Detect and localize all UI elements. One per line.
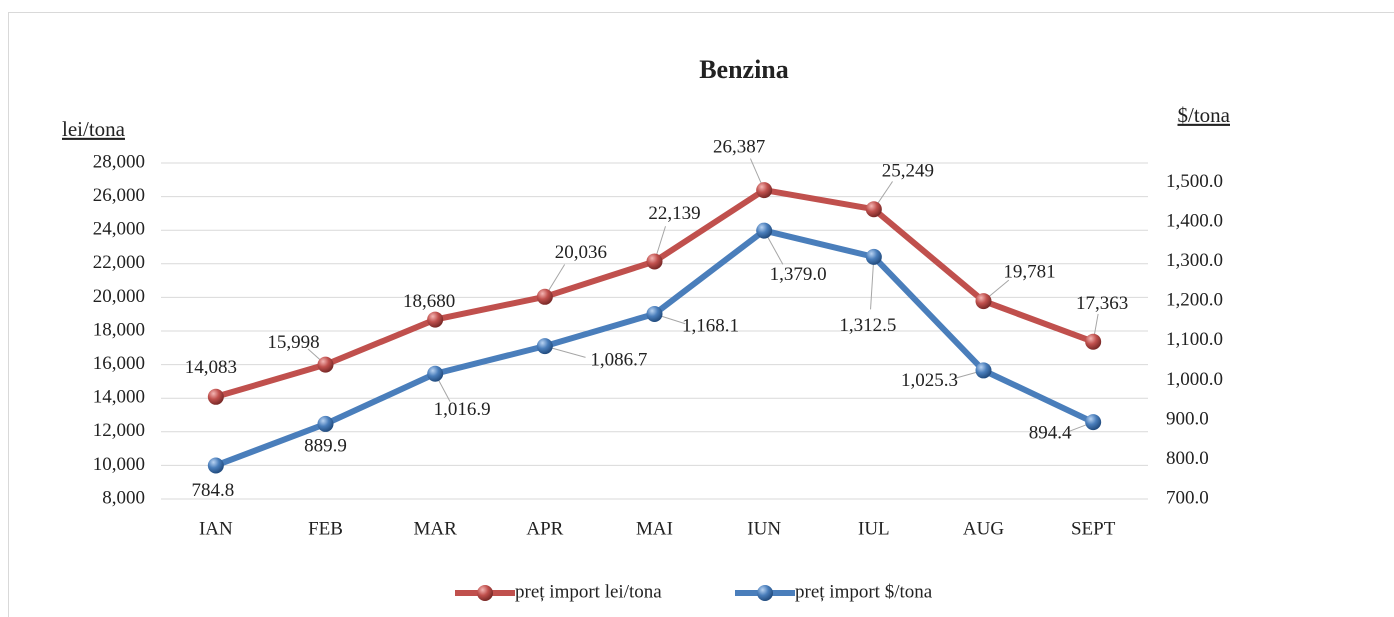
data-label: 784.8 <box>191 480 234 501</box>
marker <box>207 457 224 474</box>
marker <box>1085 414 1102 431</box>
y-tick-label: 22,000 <box>93 252 145 273</box>
marker <box>865 248 882 265</box>
marker <box>536 338 553 355</box>
data-label: 19,781 <box>1003 261 1055 282</box>
marker <box>317 415 334 432</box>
y2-tick-label: 1,400.0 <box>1166 211 1223 232</box>
y-axis-title: lei/tona <box>62 117 126 141</box>
chart-border <box>8 12 1394 617</box>
legend-label: preț import $/tona <box>795 581 933 602</box>
marker <box>427 365 444 382</box>
data-label: 1,379.0 <box>770 264 827 285</box>
y-tick-label: 12,000 <box>93 420 145 441</box>
y2-tick-label: 900.0 <box>1166 408 1209 429</box>
legend-marker <box>477 585 493 601</box>
data-label: 18,680 <box>403 291 455 312</box>
y-tick-label: 10,000 <box>93 454 145 475</box>
data-label: 20,036 <box>555 242 607 263</box>
marker <box>646 305 663 322</box>
data-label: 14,083 <box>185 357 237 378</box>
marker <box>427 311 444 328</box>
legend-label: preț import lei/tona <box>515 581 662 602</box>
marker <box>317 356 334 373</box>
y2-tick-label: 700.0 <box>1166 487 1209 508</box>
data-label: 22,139 <box>648 203 700 224</box>
marker <box>865 201 882 218</box>
y-tick-label: 20,000 <box>93 286 145 307</box>
data-label: 1,312.5 <box>839 315 896 336</box>
data-label: 26,387 <box>713 136 765 157</box>
data-label: 25,249 <box>882 161 934 182</box>
data-label: 1,086.7 <box>590 349 647 370</box>
marker <box>536 288 553 305</box>
y2-tick-label: 1,200.0 <box>1166 290 1223 311</box>
y2-tick-label: 1,500.0 <box>1166 171 1223 192</box>
y-tick-label: 24,000 <box>93 219 145 240</box>
x-tick-label: AUG <box>963 518 1004 539</box>
data-label: 889.9 <box>304 435 347 456</box>
marker <box>756 182 773 199</box>
x-tick-label: SEPT <box>1071 518 1116 539</box>
y-tick-label: 14,000 <box>93 387 145 408</box>
data-label: 17,363 <box>1076 293 1128 314</box>
x-tick-label: MAR <box>414 518 458 539</box>
leader-line <box>870 256 875 310</box>
y2-tick-label: 1,000.0 <box>1166 369 1223 390</box>
data-label: 1,016.9 <box>434 399 491 420</box>
marker <box>975 293 992 310</box>
y-tick-label: 8,000 <box>102 487 145 508</box>
x-tick-label: IAN <box>199 518 233 539</box>
chart-title: Benzina <box>699 55 789 84</box>
x-tick-label: MAI <box>636 518 673 539</box>
x-tick-label: IUN <box>747 518 781 539</box>
legend-marker <box>757 585 773 601</box>
y-tick-label: 18,000 <box>93 319 145 340</box>
y2-axis-title: $/tona <box>1178 103 1231 127</box>
x-tick-label: FEB <box>308 518 343 539</box>
data-label: 894.4 <box>1029 423 1072 444</box>
y2-tick-label: 1,100.0 <box>1166 329 1223 350</box>
marker <box>207 388 224 405</box>
data-label: 15,998 <box>267 332 319 353</box>
data-label: 1,168.1 <box>682 315 739 336</box>
y-tick-label: 26,000 <box>93 185 145 206</box>
marker <box>756 222 773 239</box>
data-label: 1,025.3 <box>901 370 958 391</box>
marker <box>975 362 992 379</box>
x-tick-label: APR <box>526 518 563 539</box>
x-tick-label: IUL <box>858 518 890 539</box>
marker <box>646 253 663 270</box>
y-tick-label: 16,000 <box>93 353 145 374</box>
marker <box>1085 333 1102 350</box>
y-tick-label: 28,000 <box>93 151 145 172</box>
y2-tick-label: 1,300.0 <box>1166 250 1223 271</box>
y2-tick-label: 800.0 <box>1166 448 1209 469</box>
